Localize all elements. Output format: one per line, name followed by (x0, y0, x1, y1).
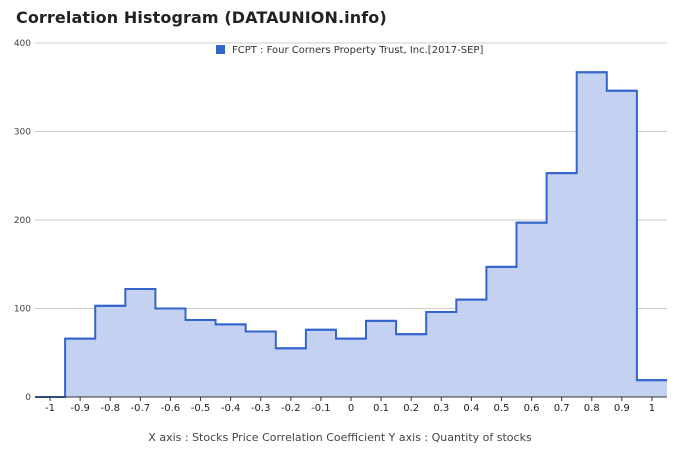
x-tick-label: 0.7 (554, 403, 570, 414)
x-tick-label: -1 (45, 403, 55, 414)
x-tick-label: 0 (348, 403, 354, 414)
x-tick-label: 0.5 (494, 403, 510, 414)
chart-title: Correlation Histogram (DATAUNION.info) (16, 8, 387, 27)
x-tick-label: -0.3 (251, 403, 271, 414)
y-tick-label: 200 (14, 216, 31, 226)
x-tick-label: -0.6 (161, 403, 181, 414)
y-tick-label: 400 (14, 39, 31, 49)
x-tick-label: 0.6 (524, 403, 540, 414)
x-tick-label: -0.2 (281, 403, 301, 414)
y-tick-label: 100 (14, 305, 31, 315)
y-tick-label: 300 (14, 128, 31, 138)
x-tick-label: -0.4 (221, 403, 241, 414)
x-axis-label: X axis : Stocks Price Correlation Coeffi… (148, 431, 532, 444)
x-tick-label: 0.8 (584, 403, 600, 414)
x-tick-label: -0.5 (191, 403, 211, 414)
series-area-fill (35, 72, 667, 397)
x-tick-label: -0.8 (100, 403, 120, 414)
legend-label: FCPT : Four Corners Property Trust, Inc.… (232, 45, 483, 56)
x-tick-label: 1 (649, 403, 655, 414)
x-tick-label: 0.2 (403, 403, 419, 414)
legend: FCPT : Four Corners Property Trust, Inc.… (216, 45, 483, 56)
x-axis: -1 -0.9 -0.8 -0.7 -0.6 -0.5 -0.4 -0.3 -0.2 -0.1 0 0… (35, 396, 667, 414)
x-tick-label: -0.7 (131, 403, 151, 414)
x-tick-label: 0.1 (373, 403, 389, 414)
x-tick-label: 0.3 (433, 403, 449, 414)
x-tick-label: 0.4 (463, 403, 479, 414)
x-tick-label: -0.9 (70, 403, 90, 414)
y-tick-label: 0 (25, 393, 31, 403)
legend-swatch (216, 45, 225, 54)
x-tick-label: 0.9 (614, 403, 630, 414)
x-tick-label: -0.1 (311, 403, 331, 414)
y-axis-ticks: 0 100 200 300 400 (14, 39, 31, 403)
series-layer (35, 71, 667, 398)
